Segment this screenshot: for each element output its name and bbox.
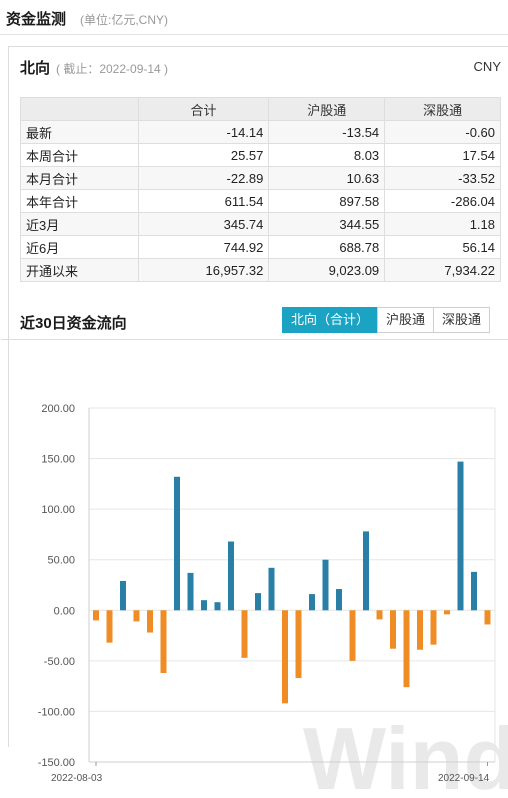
- table-row: 开通以来 16,957.32 9,023.09 7,934.22: [20, 258, 501, 282]
- cell-sh: 897.58: [268, 189, 386, 213]
- table-row: 本月合计 -22.89 10.63 -33.52: [20, 166, 501, 190]
- cell-total: 16,957.32: [137, 258, 270, 282]
- table-header-cell: 合计: [137, 97, 270, 121]
- table-row: 最新 -14.14 -13.54 -0.60: [20, 120, 501, 144]
- cell-sz: 7,934.22: [384, 258, 501, 282]
- bar: [106, 610, 113, 643]
- tab-northbound-total[interactable]: 北向（合计）: [282, 307, 379, 333]
- bar: [336, 589, 342, 611]
- northbound-panel: 北向 ( 截止：2022-09-14 ) CNY 合计 沪股通 深股通 最新 -…: [1, 46, 508, 798]
- table-header-cell: 深股通: [384, 97, 501, 121]
- bar: [390, 610, 396, 649]
- cell-sz: -286.04: [384, 189, 501, 213]
- cell-sz: 56.14: [384, 235, 501, 259]
- y-tick-label: 100.00: [41, 504, 75, 516]
- bar: [403, 610, 410, 688]
- bar: [174, 476, 180, 611]
- cell-total: 25.57: [137, 143, 270, 167]
- bar: [133, 610, 140, 622]
- row-label: 本周合计: [20, 143, 139, 167]
- flow-bar-chart: Wind 200.00 150.00 100.00 50.00 0.00 -50.00 -10…: [1, 347, 508, 798]
- cell-total: 345.74: [137, 212, 270, 236]
- table-row: 近6月 744.92 688.78 56.14: [20, 235, 501, 259]
- row-label: 近3月: [20, 212, 139, 236]
- section-divider: [1, 339, 508, 340]
- bar: [268, 567, 275, 611]
- bar: [93, 610, 99, 621]
- northbound-date-note: ( 截止：2022-09-14 ): [56, 62, 169, 76]
- cell-sz: -33.52: [384, 166, 501, 190]
- bar: [228, 541, 234, 611]
- table-row: 本周合计 25.57 8.03 17.54: [20, 143, 501, 167]
- y-tick-label: 150.00: [41, 454, 75, 466]
- bar: [214, 602, 221, 611]
- y-tick-label: 0.00: [54, 605, 75, 617]
- bar: [322, 559, 329, 611]
- cell-sh: 9,023.09: [268, 258, 386, 282]
- table-header-cell: 沪股通: [268, 97, 386, 121]
- x-tick-label: 2022-08-03: [51, 773, 103, 784]
- bar: [363, 531, 369, 611]
- bar: [309, 594, 315, 611]
- bar: [187, 572, 194, 611]
- bar: [282, 610, 288, 704]
- cell-total: 611.54: [137, 189, 270, 213]
- bar: [349, 610, 356, 661]
- cell-sz: -0.60: [384, 120, 501, 144]
- chart-svg: Wind200.00150.00100.0050.000.00-50.00-10…: [38, 403, 508, 798]
- y-tick-label: 50.00: [47, 555, 75, 567]
- row-label: 开通以来: [20, 258, 139, 282]
- currency-label: CNY: [473, 59, 501, 74]
- northbound-header: 北向 ( 截止：2022-09-14 ) CNY: [9, 47, 508, 83]
- cell-total: -22.89: [137, 166, 270, 190]
- bar: [430, 610, 437, 645]
- cell-total: 744.92: [137, 235, 270, 259]
- y-tick-label: 200.00: [41, 403, 75, 415]
- bar: [295, 610, 302, 679]
- y-tick-label: -150.00: [38, 757, 75, 769]
- table-row: 本年合计 611.54 897.58 -286.04: [20, 189, 501, 213]
- row-label: 近6月: [20, 235, 139, 259]
- row-label: 本月合计: [20, 166, 139, 190]
- bar: [376, 610, 383, 620]
- bar: [201, 600, 207, 611]
- table-header-row: 合计 沪股通 深股通: [20, 97, 501, 121]
- cell-sh: 8.03: [268, 143, 386, 167]
- bar: [255, 593, 261, 611]
- tab-shanghai-connect[interactable]: 沪股通: [377, 307, 435, 333]
- tab-shenzhen-connect[interactable]: 深股通: [433, 307, 491, 333]
- bar: [241, 610, 248, 658]
- bar: [471, 571, 477, 611]
- bar: [457, 461, 464, 611]
- page-title: 资金监测: [6, 11, 67, 28]
- cell-sh: 344.55: [268, 212, 386, 236]
- bar: [147, 610, 153, 633]
- x-tick-label: 2022-09-14: [438, 773, 490, 784]
- cell-sh: -13.54: [268, 120, 386, 144]
- row-label: 本年合计: [20, 189, 139, 213]
- cell-sz: 1.18: [384, 212, 501, 236]
- top-header: 资金监测 (单位:亿元,CNY): [0, 0, 508, 35]
- cell-sh: 10.63: [268, 166, 386, 190]
- unit-note: (单位:亿元,CNY): [80, 13, 168, 27]
- bar: [160, 610, 167, 673]
- bar: [120, 580, 126, 611]
- cell-sz: 17.54: [384, 143, 501, 167]
- bar: [417, 610, 423, 650]
- table-header-cell: [20, 97, 139, 121]
- bar: [444, 610, 450, 615]
- y-tick-label: -100.00: [38, 706, 75, 718]
- table-row: 近3月 345.74 344.55 1.18: [20, 212, 501, 236]
- flow-section-title: 近30日资金流向: [20, 315, 127, 332]
- northbound-title: 北向: [20, 60, 51, 77]
- y-tick-label: -50.00: [44, 656, 75, 668]
- flow-tabs: 北向（合计） 沪股通 深股通: [282, 307, 491, 333]
- bar: [484, 610, 491, 625]
- flow-summary-table: 合计 沪股通 深股通 最新 -14.14 -13.54 -0.60 本周合计 2…: [20, 97, 501, 282]
- row-label: 最新: [20, 120, 139, 144]
- cell-total: -14.14: [137, 120, 270, 144]
- cell-sh: 688.78: [268, 235, 386, 259]
